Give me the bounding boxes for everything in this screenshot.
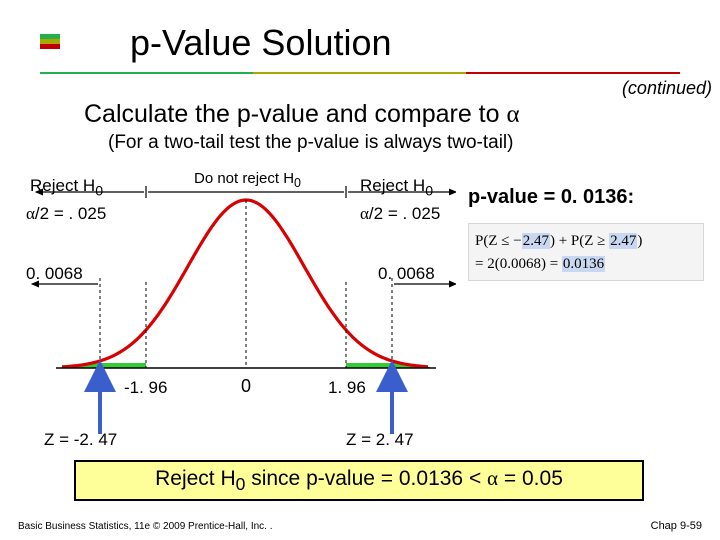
formula-box: P(Z ≤ −2.47) + P(Z ≥ 2.47) = 2(0.0068) =…	[468, 223, 704, 281]
reject-right-label: Reject H0	[360, 176, 433, 199]
z-right-value: Z = 2. 47	[346, 430, 414, 450]
footer-left: Basic Business Statistics, 11e © 2009 Pr…	[18, 521, 273, 532]
crit-left-value: -1. 96	[124, 378, 167, 398]
subtitle-1-text: Calculate the p-value and compare to	[84, 100, 506, 128]
shade-right-ext	[346, 363, 392, 368]
tail-right-value: 0. 0068	[378, 264, 435, 284]
subtitle-2: (For a two-tail test the p-value is alwa…	[108, 132, 513, 154]
title-underline	[40, 72, 680, 74]
conclusion-box: Reject H0 since p-value = 0.0136 < α = 0…	[74, 460, 644, 501]
formula-line-2: = 2(0.0068) = 0.0136	[475, 253, 697, 276]
alpha-half-left: α/2 = . 025	[26, 204, 106, 224]
subtitle-1: Calculate the p-value and compare to α	[84, 100, 520, 129]
bell-curve	[62, 200, 428, 367]
tail-left-value: 0. 0068	[26, 264, 83, 284]
formula-line-1: P(Z ≤ −2.47) + P(Z ≥ 2.47)	[475, 230, 697, 253]
reject-left-label: Reject H0	[30, 176, 103, 199]
right-panel: p-value = 0. 0136: P(Z ≤ −2.47) + P(Z ≥ …	[468, 186, 712, 281]
crit-right-value: 1. 96	[328, 378, 366, 398]
zero-label: 0	[241, 376, 251, 397]
shade-left-ext	[100, 363, 146, 368]
footer-right: Chap 9-59	[651, 520, 702, 532]
do-not-reject-label: Do not reject H0	[194, 170, 301, 190]
p-value-heading: p-value = 0. 0136:	[468, 186, 712, 209]
alpha-symbol: α	[506, 101, 519, 128]
title-bullet-icon	[40, 34, 60, 50]
z-left-value: Z = -2. 47	[44, 430, 117, 450]
normal-curve-chart: Reject H0 Do not reject H0 Reject H0 α/2…	[26, 162, 456, 462]
continued-label: (continued)	[622, 78, 712, 99]
alpha-half-right: α/2 = . 025	[360, 204, 440, 224]
page-title: p-Value Solution	[130, 22, 392, 64]
